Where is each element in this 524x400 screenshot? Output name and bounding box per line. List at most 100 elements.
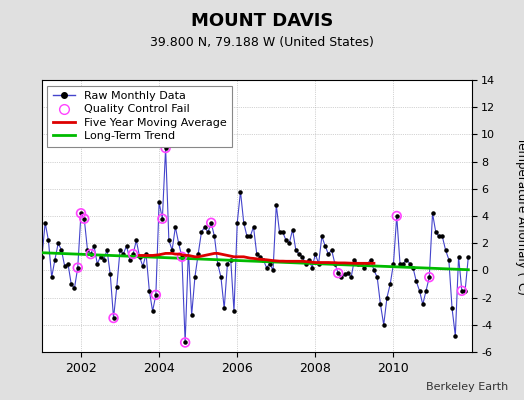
Legend: Raw Monthly Data, Quality Control Fail, Five Year Moving Average, Long-Term Tren: Raw Monthly Data, Quality Control Fail, … — [48, 86, 233, 147]
Point — [48, 274, 56, 280]
Point — [204, 229, 212, 236]
Point — [454, 254, 463, 260]
Point — [412, 278, 420, 284]
Point — [334, 270, 342, 276]
Point — [288, 226, 297, 233]
Point — [51, 256, 59, 263]
Point — [298, 254, 307, 260]
Point — [165, 237, 173, 244]
Point — [178, 254, 186, 260]
Point — [64, 260, 72, 267]
Point — [77, 210, 85, 216]
Point — [448, 305, 456, 312]
Point — [86, 251, 95, 257]
Point — [441, 247, 450, 253]
Point — [392, 213, 401, 219]
Point — [44, 237, 52, 244]
Point — [445, 256, 453, 263]
Point — [123, 243, 131, 249]
Point — [110, 315, 118, 321]
Point — [457, 288, 466, 294]
Point — [103, 247, 111, 253]
Point — [90, 243, 98, 249]
Point — [171, 224, 180, 230]
Point — [151, 292, 160, 298]
Point — [73, 264, 82, 271]
Point — [292, 247, 300, 253]
Point — [73, 264, 82, 271]
Point — [194, 251, 202, 257]
Point — [135, 254, 144, 260]
Point — [341, 271, 349, 278]
Point — [308, 264, 316, 271]
Point — [269, 267, 277, 274]
Point — [370, 267, 378, 274]
Point — [188, 312, 196, 318]
Point — [181, 339, 189, 346]
Point — [57, 247, 66, 253]
Point — [132, 237, 140, 244]
Point — [295, 251, 303, 257]
Point — [233, 220, 242, 226]
Point — [201, 224, 209, 230]
Point — [350, 256, 358, 263]
Point — [249, 224, 258, 230]
Point — [67, 281, 75, 287]
Point — [38, 254, 46, 260]
Point — [80, 216, 89, 222]
Y-axis label: Temperature Anomaly (°C): Temperature Anomaly (°C) — [515, 137, 524, 295]
Point — [139, 263, 147, 270]
Point — [285, 240, 293, 246]
Point — [174, 240, 183, 246]
Point — [435, 233, 443, 240]
Point — [142, 251, 150, 257]
Point — [301, 260, 310, 267]
Point — [334, 270, 342, 276]
Point — [347, 274, 355, 280]
Point — [83, 247, 92, 253]
Point — [328, 247, 336, 253]
Point — [376, 301, 385, 308]
Point — [416, 288, 424, 294]
Point — [396, 260, 404, 267]
Point — [402, 256, 411, 263]
Point — [210, 233, 219, 240]
Point — [151, 292, 160, 298]
Point — [324, 251, 333, 257]
Point — [158, 216, 167, 222]
Point — [259, 256, 267, 263]
Point — [253, 251, 261, 257]
Point — [428, 210, 436, 216]
Point — [451, 332, 460, 339]
Point — [425, 274, 433, 280]
Point — [113, 284, 121, 290]
Point — [129, 251, 137, 257]
Point — [168, 247, 176, 253]
Point — [304, 256, 313, 263]
Text: 39.800 N, 79.188 W (United States): 39.800 N, 79.188 W (United States) — [150, 36, 374, 49]
Point — [70, 285, 79, 291]
Point — [389, 260, 398, 267]
Point — [432, 229, 440, 236]
Point — [110, 315, 118, 321]
Point — [279, 229, 287, 236]
Point — [60, 263, 69, 270]
Point — [337, 274, 346, 280]
Point — [86, 251, 95, 257]
Point — [266, 260, 274, 267]
Text: MOUNT DAVIS: MOUNT DAVIS — [191, 12, 333, 30]
Point — [357, 260, 365, 267]
Point — [207, 220, 215, 226]
Point — [344, 270, 352, 276]
Point — [373, 274, 381, 280]
Point — [282, 237, 290, 244]
Point — [246, 233, 255, 240]
Point — [155, 199, 163, 206]
Point — [354, 260, 362, 267]
Point — [217, 274, 225, 280]
Point — [181, 339, 189, 346]
Point — [239, 220, 248, 226]
Point — [126, 256, 134, 263]
Point — [461, 288, 470, 294]
Point — [243, 233, 251, 240]
